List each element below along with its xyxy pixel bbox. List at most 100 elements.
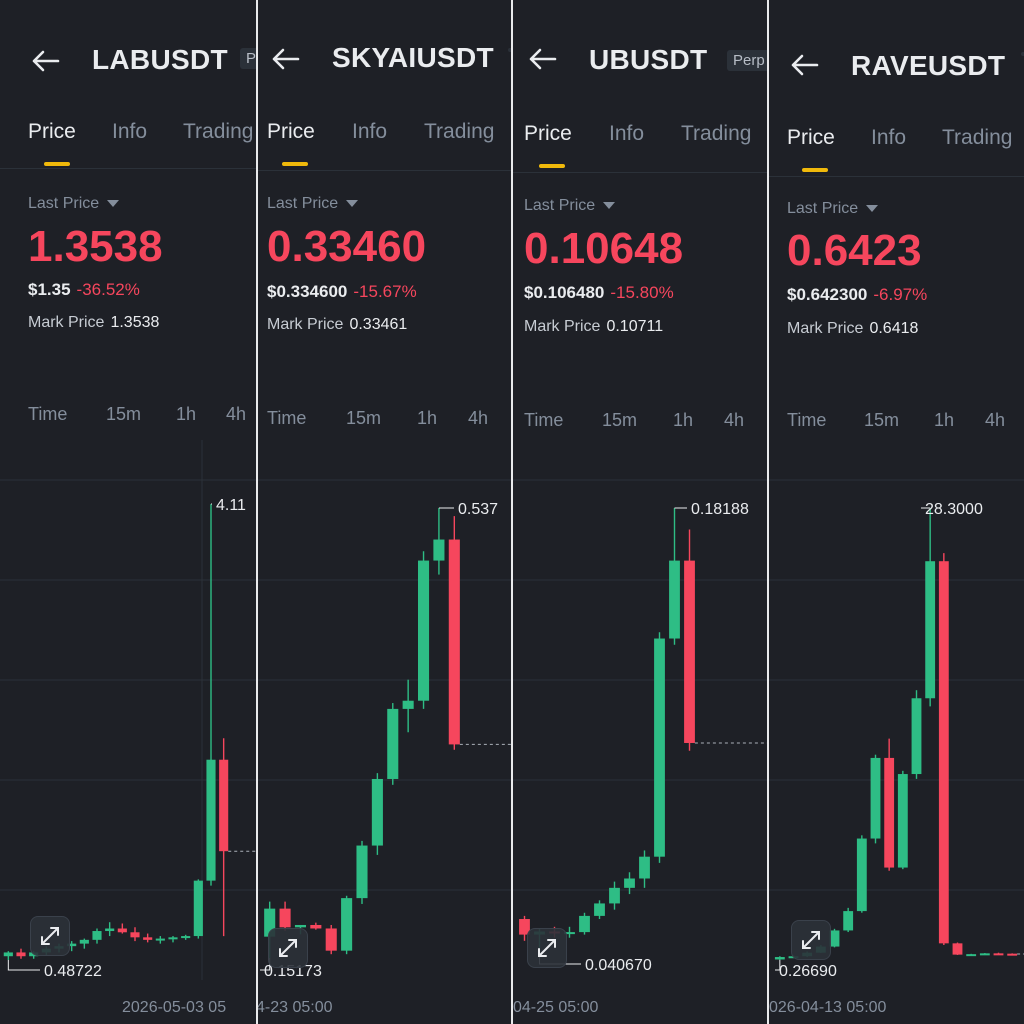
candle-body (684, 560, 695, 743)
high-price-label: 4.11 (216, 497, 246, 514)
interval-time[interactable]: Time (524, 410, 564, 430)
expand-chart-button[interactable] (30, 916, 70, 956)
last-price-selector[interactable]: Last Price (524, 197, 616, 215)
tab-trading[interactable]: Trading (424, 120, 495, 143)
interval-15m[interactable]: 15m (602, 410, 638, 430)
candle-body (993, 953, 1004, 956)
last-price-label: Last Price (787, 200, 859, 217)
expand-diagonal-icon (802, 931, 820, 949)
back-arrow-icon[interactable] (787, 48, 821, 82)
interval-selector: Time 15m 1h 4h (513, 410, 767, 440)
tab-trading[interactable]: Trading (681, 122, 752, 145)
last-price-label: Last Price (267, 195, 339, 212)
tab-trading[interactable]: Trading (183, 120, 254, 143)
candle-body (193, 880, 203, 937)
candle-body (829, 930, 840, 947)
candle-body (219, 759, 229, 852)
last-price-selector[interactable]: Last Price (787, 200, 879, 218)
interval-1h[interactable]: 1h (673, 410, 694, 430)
last-price-label: Last Price (28, 195, 100, 212)
interval-1h[interactable]: 1h (934, 410, 955, 430)
candlestick-chart[interactable]: 0.18188 0.040670 04-25 05:00 (513, 440, 767, 1024)
interval-15m[interactable]: 15m (346, 408, 382, 428)
divider (513, 172, 767, 173)
tab-price[interactable]: Price (787, 126, 835, 149)
candle-body (564, 932, 575, 935)
last-price-selector[interactable]: Last Price (28, 195, 120, 213)
date-axis-label: 04-25 05:00 (513, 999, 599, 1016)
tab-price[interactable]: Price (524, 122, 572, 145)
last-price-selector[interactable]: Last Price (267, 195, 359, 213)
interval-15m[interactable]: 15m (106, 404, 142, 424)
expand-chart-button[interactable] (527, 928, 567, 968)
candle-body (870, 757, 881, 839)
tab-trading[interactable]: Trading (942, 126, 1013, 149)
back-arrow-icon[interactable] (268, 42, 302, 76)
candle-body (448, 539, 460, 745)
mark-price-value: 0.6418 (869, 320, 919, 337)
active-tab-indicator (802, 168, 828, 172)
last-price-value: 0.6423 (787, 226, 922, 275)
candlestick-chart[interactable]: 28.3000 0.26690 026-04-13 05:00 (769, 440, 1024, 1024)
candle-body (402, 700, 414, 709)
expand-chart-button[interactable] (791, 920, 831, 960)
candle-body (952, 943, 963, 955)
price-subline: $0.334600 -15.67% (267, 282, 417, 302)
expand-chart-button[interactable] (268, 928, 308, 968)
candle-body (843, 911, 854, 931)
expand-diagonal-icon (41, 927, 59, 945)
interval-1h[interactable]: 1h (176, 404, 197, 424)
price-change-percent: -15.80% (610, 283, 674, 302)
mark-price-label: Mark Price (787, 320, 864, 337)
interval-15m[interactable]: 15m (864, 410, 900, 430)
panel-labusdt: LABUSDT P Price Info Trading Last Price … (0, 0, 256, 1024)
back-arrow-icon[interactable] (525, 42, 559, 76)
divider (0, 168, 256, 169)
candle-body (92, 931, 102, 940)
caret-down-icon (107, 200, 120, 208)
interval-4h[interactable]: 4h (724, 410, 745, 430)
interval-time[interactable]: Time (28, 404, 68, 424)
expand-diagonal-icon (279, 939, 297, 957)
perp-badge: Perp (727, 50, 767, 71)
usd-price: $1.35 (28, 280, 71, 299)
header: SKYAIUSDT (258, 40, 511, 84)
interval-4h[interactable]: 4h (985, 410, 1006, 430)
header: UBUSDT Perp (513, 40, 767, 84)
active-tab-indicator (282, 162, 308, 166)
interval-1h[interactable]: 1h (417, 408, 438, 428)
price-change-percent: -6.97% (873, 285, 928, 304)
tab-info[interactable]: Info (609, 122, 645, 145)
tab-bar: Price Info Trading (513, 122, 767, 182)
candle-body (264, 908, 276, 937)
tab-info[interactable]: Info (352, 120, 388, 143)
candle-body (3, 952, 13, 957)
mark-price-label: Mark Price (28, 314, 105, 331)
expand-diagonal-icon (538, 939, 556, 957)
tab-info[interactable]: Info (871, 126, 907, 149)
interval-time[interactable]: Time (787, 410, 827, 430)
candle-body (925, 561, 936, 699)
candlestick-chart[interactable]: 0.537 0.15173 4-23 05:00 (258, 440, 511, 1024)
symbol-title: UBUSDT (589, 44, 708, 75)
tab-price[interactable]: Price (28, 120, 76, 143)
candle-body (639, 856, 650, 879)
tab-info[interactable]: Info (112, 120, 148, 143)
back-arrow-icon[interactable] (28, 44, 62, 78)
candlestick-chart[interactable]: 4.11 0.48722 2026-05-03 05 (0, 440, 256, 1024)
interval-4h[interactable]: 4h (468, 408, 489, 428)
interval-time[interactable]: Time (267, 408, 307, 428)
candle-body (341, 898, 353, 951)
last-price-value: 0.10648 (524, 224, 684, 273)
candle-body (117, 928, 127, 933)
low-leader-line (7, 960, 40, 971)
tab-price[interactable]: Price (267, 120, 315, 143)
perp-badge: P (240, 48, 256, 69)
candle-body (594, 903, 605, 916)
mark-price-value: 1.3538 (110, 314, 160, 331)
mark-price-row: Mark Price 0.33461 (267, 316, 407, 334)
interval-selector: Time 15m 1h 4h (769, 410, 1024, 440)
low-price-label: 0.48722 (44, 963, 102, 980)
interval-4h[interactable]: 4h (226, 404, 247, 424)
